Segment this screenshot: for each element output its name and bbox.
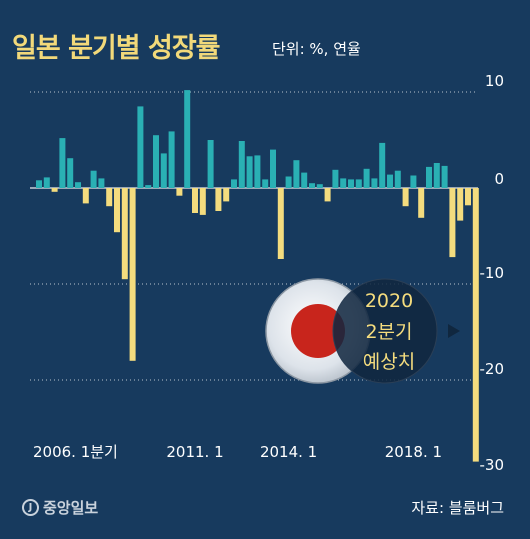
- x-tick-label: 2011. 1: [166, 443, 223, 461]
- logo-text: 중앙일보: [43, 499, 99, 517]
- bar: [215, 188, 222, 211]
- bar: [98, 178, 105, 188]
- bar: [465, 188, 471, 206]
- x-axis-labels: 2006. 1분기 2011. 1 2014. 1 2018. 1: [33, 443, 442, 461]
- bar: [145, 185, 152, 188]
- bar: [379, 142, 386, 188]
- bar: [309, 183, 315, 188]
- bar: [75, 182, 81, 188]
- source-label: 자료: 블룸버그: [411, 499, 504, 517]
- bar: [254, 155, 261, 188]
- x-tick-label: 2018. 1: [385, 443, 442, 461]
- bar: [262, 179, 269, 188]
- bar: [59, 138, 66, 188]
- bar-series: [36, 90, 479, 462]
- bar: [192, 188, 198, 213]
- highlight-disc: [332, 278, 438, 384]
- bar: [270, 149, 276, 188]
- bar: [168, 131, 175, 188]
- callout-line-3: 예상치: [363, 351, 415, 373]
- y-tick-label: 10: [485, 72, 504, 90]
- bar: [363, 168, 370, 188]
- y-tick-label: -10: [480, 264, 505, 282]
- bar: [332, 169, 339, 188]
- logo-icon: J: [22, 499, 39, 516]
- bar: [418, 188, 425, 218]
- bar: [121, 188, 128, 280]
- y-tick-label: -20: [480, 360, 505, 378]
- bar: [433, 163, 440, 188]
- unit-label: 단위: %, 연율: [272, 40, 361, 58]
- bar: [449, 188, 456, 258]
- bar: [176, 188, 183, 196]
- bar: [301, 172, 308, 188]
- callout-line-1: 2020: [365, 290, 413, 312]
- bar: [129, 188, 136, 361]
- y-axis-labels: 10 0 -10 -20 -30: [480, 72, 505, 474]
- y-tick-label: 0: [494, 170, 504, 188]
- bar: [231, 179, 237, 188]
- bar: [160, 153, 167, 188]
- callout-line-2: 2분기: [365, 321, 412, 343]
- bar: [340, 178, 347, 188]
- x-tick-label: 2006. 1분기: [33, 443, 118, 461]
- bar: [106, 188, 113, 207]
- bar: [371, 178, 378, 188]
- logo: J 중앙일보: [22, 497, 98, 518]
- bar: [223, 188, 230, 202]
- bar: [293, 160, 300, 188]
- bar: [43, 177, 50, 188]
- y-tick-label: -30: [480, 456, 505, 474]
- bar: [67, 158, 74, 188]
- bar: [348, 179, 354, 188]
- bar: [238, 141, 245, 188]
- bar: [394, 170, 401, 188]
- bar: [82, 188, 89, 204]
- bar: [184, 90, 191, 188]
- bar: [51, 188, 58, 192]
- bar: [90, 170, 97, 188]
- bar: [472, 188, 479, 462]
- bar: [137, 106, 144, 188]
- bar: [36, 180, 42, 188]
- bar: [207, 140, 214, 188]
- bar: [199, 188, 206, 215]
- chart-title: 일본 분기별 성장률: [12, 33, 221, 64]
- bar: [324, 188, 331, 202]
- bar: [457, 188, 464, 221]
- bar: [410, 175, 417, 188]
- bar: [277, 188, 284, 259]
- bar: [426, 166, 432, 188]
- bar: [114, 188, 120, 233]
- x-tick-label: 2014. 1: [260, 443, 317, 461]
- bar: [246, 156, 253, 188]
- bar: [285, 176, 292, 188]
- bar: [316, 184, 323, 188]
- flag-red-circle: [291, 304, 345, 358]
- bar: [402, 188, 409, 207]
- callout-pointer: [448, 324, 460, 338]
- bar: [387, 174, 393, 188]
- bar: [355, 179, 362, 188]
- forecast-callout: 2020 2분기 예상치: [265, 278, 460, 384]
- bar: [441, 165, 448, 188]
- bar: [153, 135, 159, 188]
